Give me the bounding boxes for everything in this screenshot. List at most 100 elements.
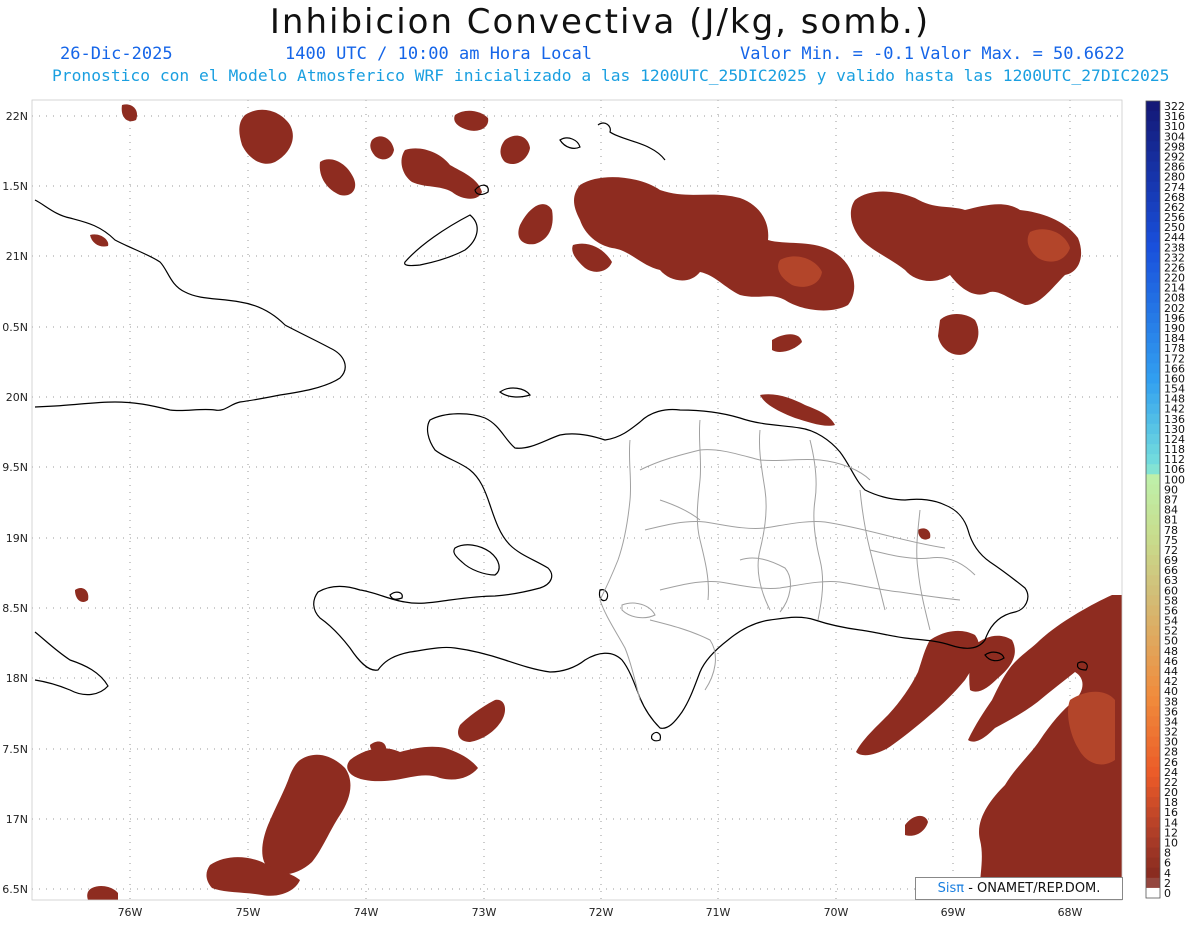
lat-label: 20N: [6, 391, 28, 404]
colorbar-swatch: [1146, 534, 1160, 546]
colorbar-swatch: [1146, 807, 1160, 818]
colorbar-label: 208: [1164, 292, 1185, 305]
colorbar-label: 2: [1164, 877, 1171, 890]
colorbar-label: 28: [1164, 746, 1178, 759]
colorbar-swatch: [1146, 201, 1160, 213]
province-line-5: [757, 429, 771, 611]
colorbar-swatch: [1146, 111, 1160, 122]
colorbar-label: 112: [1164, 453, 1185, 466]
lon-label: 69W: [941, 906, 966, 919]
colorbar-swatch: [1146, 484, 1160, 495]
colorbar-swatch: [1146, 877, 1160, 889]
colorbar-swatch: [1146, 857, 1160, 869]
date-label: 26-Dic-2025: [60, 44, 173, 64]
colorbar-swatch: [1146, 413, 1160, 425]
min-value-label: Valor Min. = -0.1: [740, 44, 914, 64]
colorbar-swatch: [1146, 827, 1160, 838]
colorbar-label: 12: [1164, 826, 1178, 839]
colorbar-swatch: [1146, 474, 1160, 485]
gonave-island: [453, 544, 500, 576]
lat-label: 21N: [6, 250, 28, 263]
colorbar-swatch: [1146, 141, 1160, 152]
province-line-11: [659, 499, 701, 521]
colorbar-label: 322: [1164, 100, 1185, 113]
colorbar-label: 184: [1164, 332, 1185, 345]
max-value-label: Valor Max. = 50.6622: [920, 44, 1125, 64]
org-label: - ONAMET/REP.DOM.: [968, 881, 1101, 896]
lat-label: 6.5N: [2, 883, 28, 896]
map-frame: [31, 99, 1123, 901]
cin-region-north-3: [938, 314, 979, 355]
colorbar-label: 18: [1164, 796, 1178, 809]
colorbar-swatch: [1146, 837, 1160, 849]
axis-labels: 22N 1.5N 21N 0.5N 20N 9.5N 19N 8.5N 18N 7.5N 17N 6.…: [2, 110, 1082, 919]
colorbar-swatch: [1146, 635, 1160, 647]
cin-region-north-4: [518, 204, 553, 245]
cin-region-south-east-3: [969, 635, 1015, 692]
province-line-12: [869, 549, 976, 576]
colorbar-label: 106: [1164, 463, 1185, 476]
graticule: [32, 100, 1122, 900]
colorbar-label: 87: [1164, 494, 1178, 507]
colorbar-swatch: [1146, 887, 1160, 899]
lon-label: 73W: [472, 906, 497, 919]
colorbar-label: 14: [1164, 816, 1178, 829]
colorbar-swatch: [1146, 151, 1160, 163]
colorbar-label: 66: [1164, 564, 1178, 577]
colorbar-swatch: [1146, 444, 1160, 455]
colorbar-swatch: [1146, 797, 1160, 808]
colorbar-label: 54: [1164, 615, 1178, 628]
small-isle-1: [389, 591, 403, 600]
colorbar-swatch: [1146, 433, 1160, 445]
great-inagua: [404, 214, 478, 267]
lon-label: 74W: [354, 906, 379, 919]
cin-region-south-east-4: [905, 815, 928, 836]
cin-region-north-14: [90, 234, 109, 247]
colorbar-label: 0: [1164, 887, 1171, 900]
colorbar-label: 286: [1164, 161, 1185, 174]
colorbar-swatch: [1146, 585, 1160, 596]
saona-island: [984, 651, 1005, 662]
cin-region-north-2: [850, 191, 1082, 305]
colorbar-label: 214: [1164, 282, 1185, 295]
colorbar-swatch: [1146, 494, 1160, 506]
province-line-10: [739, 557, 791, 613]
lat-label: 19N: [6, 532, 28, 545]
colorbar-label: 69: [1164, 554, 1178, 567]
colorbar-label: 50: [1164, 635, 1178, 648]
colorbar-label: 78: [1164, 524, 1178, 537]
cin-region-north-9: [500, 135, 530, 165]
colorbar-swatch: [1146, 242, 1160, 253]
colorbar-label: 232: [1164, 251, 1185, 264]
colorbar-label: 244: [1164, 231, 1185, 244]
lat-label: 7.5N: [2, 743, 28, 756]
province-line-4: [696, 419, 709, 601]
lake-enriquillo: [621, 602, 656, 619]
cin-region-south-west-5: [87, 885, 118, 900]
colorbar-label: 190: [1164, 322, 1185, 335]
colorbar-swatch: [1146, 292, 1160, 304]
colorbar-label: 142: [1164, 403, 1185, 416]
colorbar-label: 90: [1164, 483, 1178, 496]
colorbar-swatch: [1146, 333, 1160, 344]
colorbar-swatch: [1146, 322, 1160, 334]
colorbar-label: 166: [1164, 362, 1185, 375]
cin-region-south-west-4: [458, 699, 506, 742]
colorbar-frame: [1145, 100, 1161, 899]
colorbar-label: 34: [1164, 715, 1178, 728]
cin-region-south-west-6: [75, 588, 89, 602]
colorbar-label: 136: [1164, 413, 1185, 426]
cin-region-south-west-7: [370, 741, 387, 754]
colorbar-label: 6: [1164, 857, 1171, 870]
province-line-2: [644, 521, 946, 549]
colorbar-label: 160: [1164, 372, 1185, 385]
colorbar-label: 238: [1164, 241, 1185, 254]
colorbar-label: 48: [1164, 645, 1178, 658]
colorbar-label: 52: [1164, 625, 1178, 638]
colorbar-label: 4: [1164, 867, 1171, 880]
hispaniola-coast: [313, 408, 1029, 729]
province-line-8: [916, 509, 931, 631]
cin-region-north-13: [772, 334, 802, 353]
colorbar-swatch: [1146, 746, 1160, 758]
